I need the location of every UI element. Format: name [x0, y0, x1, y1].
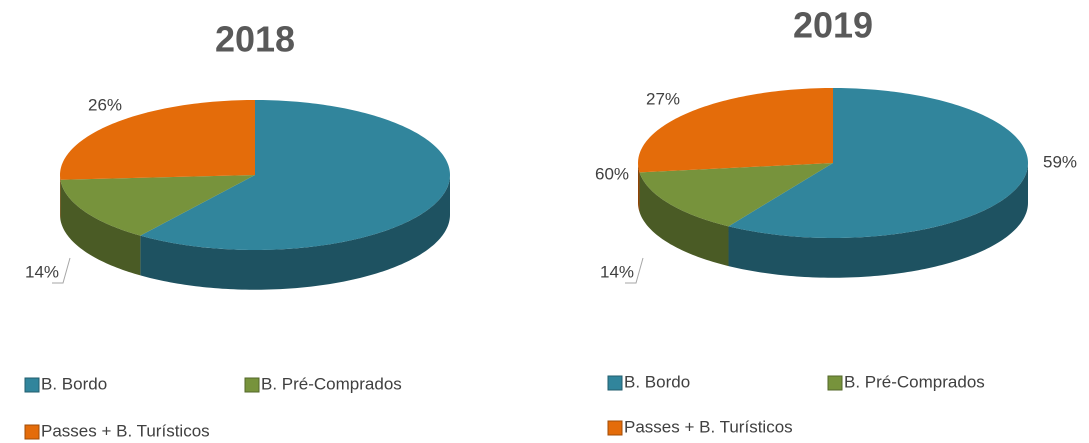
slice	[60, 175, 255, 236]
legend-swatch	[607, 375, 623, 391]
leader-line	[625, 257, 644, 284]
chart-title: 2019	[793, 5, 873, 46]
leader-line	[52, 257, 71, 284]
slice-side	[140, 175, 450, 290]
slice-side	[728, 163, 1028, 278]
legend-label: B. Pré-Comprados	[844, 372, 985, 391]
chart-title: 2018	[215, 19, 295, 60]
data-label: 59%	[1043, 152, 1077, 171]
data-label: 14%	[25, 262, 59, 281]
slice	[60, 100, 255, 180]
legend-swatch	[607, 420, 623, 436]
slice-side	[60, 179, 141, 276]
legend-label: Passes + B. Turísticos	[41, 421, 210, 440]
slice	[639, 163, 833, 227]
legend-swatch	[24, 377, 40, 393]
legend-label: B. Bordo	[624, 372, 690, 391]
slice	[140, 100, 450, 250]
legend-label: B. Bordo	[41, 374, 107, 393]
data-label: 14%	[600, 262, 634, 281]
data-label: 60%	[595, 164, 629, 183]
data-label: 27%	[646, 89, 680, 108]
legend-label: Passes + B. Turísticos	[624, 417, 793, 436]
data-label: 26%	[88, 95, 122, 114]
legend-swatch	[24, 424, 40, 440]
legend-swatch	[244, 377, 260, 393]
legend-label: B. Pré-Comprados	[261, 374, 402, 393]
slice-side	[638, 163, 640, 213]
slice-side	[639, 172, 729, 267]
slice	[638, 88, 833, 173]
slice	[728, 88, 1028, 238]
legend-swatch	[827, 375, 843, 391]
